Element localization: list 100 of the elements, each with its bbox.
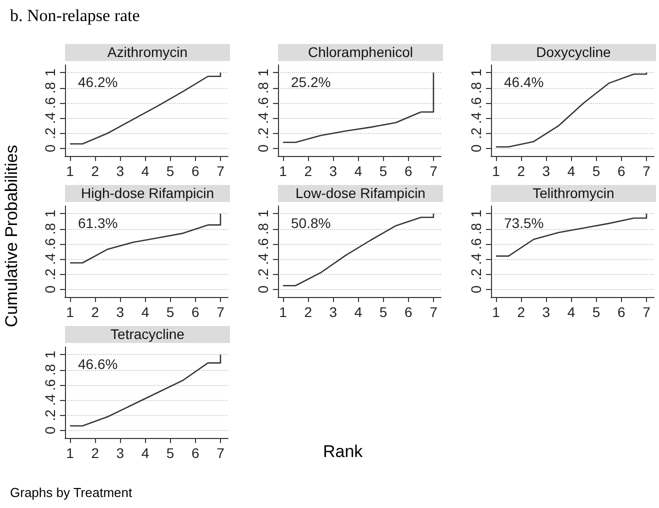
y-tick-label: .6 xyxy=(42,96,58,109)
x-tick-label: 5 xyxy=(166,304,174,320)
x-tick-label: 5 xyxy=(166,445,174,461)
y-tick-label: 1 xyxy=(255,209,271,218)
x-tick-label: 7 xyxy=(216,304,225,320)
y-tick-label: 1 xyxy=(42,209,58,218)
x-tick-label: 1 xyxy=(492,163,500,179)
x-tick-label: 6 xyxy=(404,163,412,179)
line-series xyxy=(282,72,434,143)
x-tick-label: 7 xyxy=(430,304,438,320)
y-tick-label: .6 xyxy=(468,96,484,109)
x-tick-label: 7 xyxy=(216,445,225,461)
y-tick-label: .2 xyxy=(255,268,271,280)
x-tick-label: 2 xyxy=(91,304,100,320)
y-tick-label: .6 xyxy=(42,238,58,250)
annotation: 61.3% xyxy=(78,215,118,231)
y-tick-label: .6 xyxy=(255,96,271,109)
chart-title: Azithromycin xyxy=(65,44,230,61)
x-tick-label: 2 xyxy=(91,163,100,179)
y-tick-label: .8 xyxy=(468,222,484,235)
text: b. Non-relapse rate xyxy=(10,6,140,26)
x-tick-label: 3 xyxy=(116,445,124,461)
y-tick-label: .8 xyxy=(42,222,58,235)
annotation: 46.2% xyxy=(78,74,118,90)
y-tick-label: 0 xyxy=(468,144,484,152)
y-tick-label: 1 xyxy=(468,68,484,76)
annotation: 50.8% xyxy=(291,215,331,231)
x-tick-label: 4 xyxy=(354,304,362,320)
y-tick-label: .6 xyxy=(468,238,484,250)
x-tick-label: 6 xyxy=(192,445,200,461)
annotation: 46.4% xyxy=(504,74,544,90)
x-tick-label: 1 xyxy=(66,445,74,461)
x-tick-label: 2 xyxy=(517,163,526,179)
text: Graphs by Treatment xyxy=(10,485,132,500)
x-tick-label: 3 xyxy=(116,304,124,320)
y-tick-label: .8 xyxy=(42,364,58,376)
y-tick-label: .4 xyxy=(468,253,484,265)
chart-title: Telithromycin xyxy=(491,185,656,202)
x-tick-label: 3 xyxy=(542,304,550,320)
x-tick-label: 2 xyxy=(304,304,312,320)
y-tick-label: .2 xyxy=(255,127,271,140)
x-tick-label: 4 xyxy=(141,445,150,461)
y-tick-label: .8 xyxy=(42,82,58,94)
x-tick-label: 5 xyxy=(592,163,600,179)
chart-title: High-dose Rifampicin xyxy=(65,185,230,202)
x-tick-label: 1 xyxy=(279,304,288,320)
x-tick-label: 6 xyxy=(192,163,200,179)
x-tick-label: 2 xyxy=(517,304,526,320)
chart-title: Chloramphenicol xyxy=(278,44,443,61)
x-tick-label: 6 xyxy=(192,304,200,320)
y-tick-label: 1 xyxy=(42,350,58,358)
x-tick-label: 7 xyxy=(642,304,651,320)
x-tick-label: 4 xyxy=(141,304,150,320)
x-tick-label: 6 xyxy=(618,304,626,320)
x-tick-label: 2 xyxy=(304,163,312,179)
x-tick-label: 3 xyxy=(542,163,550,179)
y-tick-label: 0 xyxy=(42,144,58,152)
line-series xyxy=(69,72,222,145)
x-tick-label: 3 xyxy=(329,163,338,179)
x-tick-label: 4 xyxy=(567,163,576,179)
x-tick-label: 1 xyxy=(279,163,288,179)
x-tick-label: 3 xyxy=(116,163,124,179)
y-tick-label: .4 xyxy=(255,253,271,265)
line-series xyxy=(69,354,222,427)
y-tick-label: 0 xyxy=(42,285,58,294)
y-tick-label: .6 xyxy=(42,378,58,391)
y-tick-label: 0 xyxy=(468,285,484,294)
y-tick-label: .2 xyxy=(42,268,58,280)
x-tick-label: 7 xyxy=(430,163,438,179)
x-tick-label: 5 xyxy=(379,304,388,320)
y-tick-label: .2 xyxy=(468,268,484,280)
chart-title: Tetracycline xyxy=(65,326,230,343)
y-tick-label: 1 xyxy=(255,68,271,76)
line-series xyxy=(282,212,434,286)
chart-title: Doxycycline xyxy=(491,44,656,61)
x-tick-label: 5 xyxy=(592,304,600,320)
x-tick-label: 7 xyxy=(642,163,651,179)
x-tick-label: 1 xyxy=(66,304,74,320)
x-tick-label: 5 xyxy=(166,163,174,179)
y-tick-label: .4 xyxy=(255,112,271,124)
y-tick-label: 0 xyxy=(255,144,271,152)
x-tick-label: 4 xyxy=(354,163,362,179)
y-tick-label: .8 xyxy=(255,222,271,235)
y-tick-label: 0 xyxy=(255,285,271,294)
annotation: 25.2% xyxy=(291,74,331,90)
text: Cumulative Probabilities xyxy=(2,144,22,328)
x-tick-label: 6 xyxy=(404,304,412,320)
annotation: 46.6% xyxy=(78,356,118,372)
annotation: 73.5% xyxy=(504,215,544,231)
text: Rank xyxy=(323,442,363,462)
line-series xyxy=(495,72,648,148)
y-tick-label: .4 xyxy=(42,112,58,124)
x-tick-label: 6 xyxy=(618,163,626,179)
line-series xyxy=(69,212,222,264)
y-tick-label: .8 xyxy=(255,82,271,94)
y-tick-label: .6 xyxy=(255,238,271,250)
y-tick-label: .2 xyxy=(42,409,58,422)
line-series xyxy=(495,212,648,257)
x-tick-label: 1 xyxy=(492,304,500,320)
x-tick-label: 3 xyxy=(329,304,338,320)
